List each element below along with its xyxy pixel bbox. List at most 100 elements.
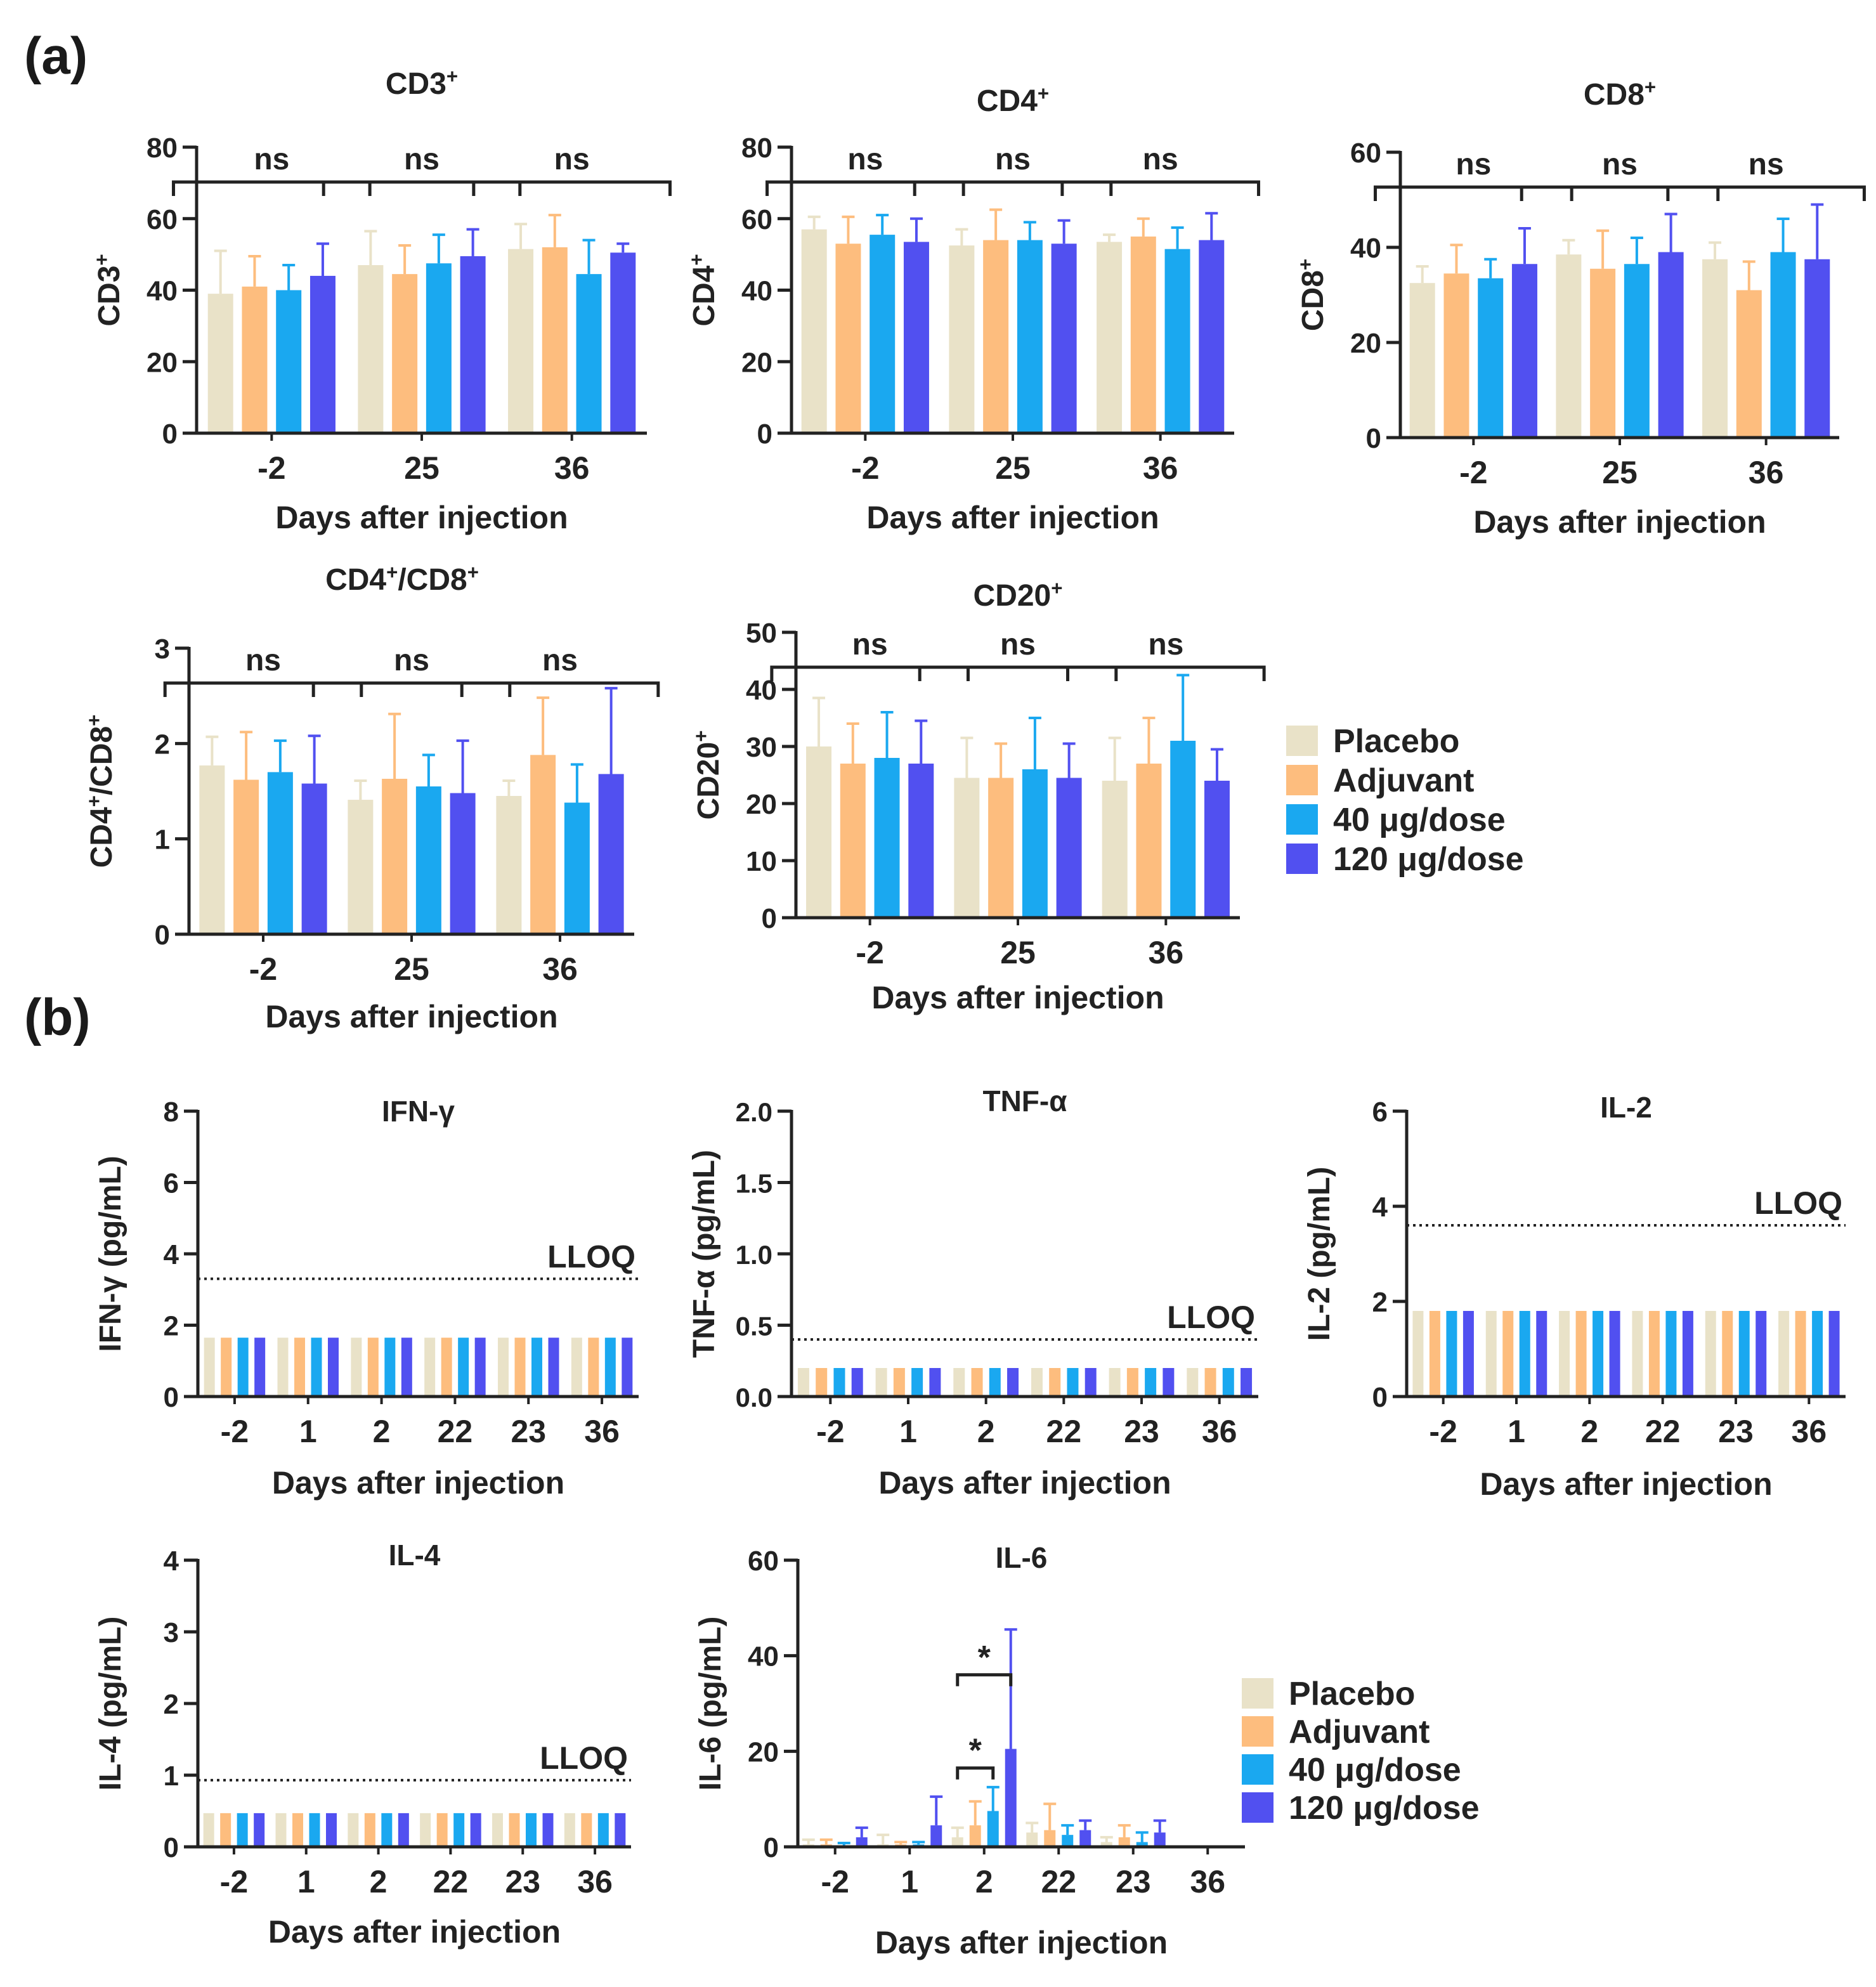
bar — [254, 1813, 265, 1847]
bar — [610, 252, 636, 433]
chart-title: CD20+ — [974, 577, 1063, 613]
y-axis-title: CD4+ — [686, 254, 722, 326]
bar — [893, 1368, 905, 1397]
bar — [392, 274, 418, 433]
bar — [460, 256, 486, 433]
x-tick-label: 22 — [433, 1864, 469, 1899]
bar — [833, 1368, 845, 1397]
bar — [1049, 1368, 1061, 1397]
x-tick-label: 25 — [404, 450, 440, 486]
y-tick-label: 8 — [164, 1097, 179, 1128]
bar — [526, 1813, 537, 1847]
bar — [498, 1338, 509, 1397]
bar — [381, 1813, 393, 1847]
x-tick-label: -2 — [816, 1414, 844, 1449]
bar — [1109, 1368, 1121, 1397]
y-tick-label: 20 — [748, 1736, 779, 1768]
bar — [1682, 1311, 1693, 1397]
x-tick-label: -2 — [221, 1414, 249, 1449]
y-tick-label: 1.0 — [736, 1240, 772, 1270]
bar — [1828, 1311, 1840, 1397]
bar — [1446, 1311, 1457, 1397]
bar — [1648, 1311, 1660, 1397]
significance-label: ns — [1143, 143, 1178, 176]
bar — [401, 1338, 412, 1397]
bar — [301, 783, 327, 934]
bar — [1519, 1311, 1530, 1397]
y-axis-title: CD8+ — [1294, 259, 1331, 331]
bar — [1163, 1368, 1175, 1397]
bar — [1575, 1311, 1587, 1397]
bar — [1409, 283, 1435, 438]
y-tick-label: 0.0 — [736, 1383, 772, 1412]
legend-swatch — [1242, 1678, 1273, 1709]
chart-title: TNF-α — [982, 1085, 1067, 1117]
bar — [1658, 252, 1684, 438]
x-axis-title: Days after injection — [866, 500, 1159, 535]
lloq-label: LLOQ — [1167, 1300, 1255, 1335]
bar — [797, 1368, 809, 1397]
bar — [199, 765, 225, 934]
bar — [1154, 1832, 1166, 1847]
y-tick-label: 10 — [746, 846, 777, 877]
lloq-label: LLOQ — [540, 1740, 628, 1776]
bar — [309, 1813, 320, 1847]
y-tick-label: 80 — [741, 133, 772, 164]
bar — [207, 294, 233, 433]
significance-label: ns — [1602, 148, 1638, 181]
x-tick-label: 1 — [297, 1864, 315, 1899]
bar — [514, 1338, 526, 1397]
bar — [221, 1338, 232, 1397]
bar — [277, 1338, 289, 1397]
legend-swatch — [1242, 1792, 1273, 1823]
legend-swatch — [1286, 765, 1318, 795]
bar — [835, 244, 861, 433]
bar — [1502, 1311, 1514, 1397]
bar — [1005, 1749, 1017, 1847]
y-axis-title: IL-6 (pg/mL) — [694, 1617, 727, 1791]
x-tick-label: -2 — [220, 1864, 248, 1899]
legend-label: 40 μg/dose — [1333, 802, 1506, 838]
significance-bracket — [1066, 665, 1266, 681]
y-tick-label: 20 — [147, 347, 178, 378]
x-axis-title: Days after injection — [275, 500, 568, 535]
bar — [1624, 264, 1650, 438]
bar — [1556, 254, 1582, 438]
y-tick-label: 0.5 — [736, 1312, 772, 1341]
x-tick-label: 2 — [373, 1414, 391, 1449]
bar — [1145, 1368, 1157, 1397]
bar — [571, 1338, 582, 1397]
bar — [542, 1813, 554, 1847]
bar — [426, 263, 452, 433]
bar — [458, 1338, 469, 1397]
y-tick-label: 1 — [164, 1761, 179, 1792]
y-tick-label: 40 — [741, 276, 772, 307]
x-tick-label: 23 — [505, 1864, 540, 1899]
x-tick-label: -2 — [821, 1864, 849, 1899]
bar — [1812, 1311, 1823, 1397]
bar — [1222, 1368, 1234, 1397]
legend-swatch — [1242, 1716, 1273, 1747]
bar — [348, 1813, 359, 1847]
y-tick-label: 2 — [164, 1311, 179, 1342]
bar — [588, 1338, 599, 1397]
bar — [424, 1338, 436, 1397]
significance-bracket — [472, 180, 672, 196]
bar — [1738, 1311, 1750, 1397]
y-tick-label: 2 — [155, 729, 170, 760]
legend-label: 40 μg/dose — [1289, 1752, 1461, 1788]
x-axis-title: Days after injection — [1480, 1466, 1772, 1502]
y-tick-label: 20 — [1350, 328, 1381, 359]
bar — [384, 1338, 396, 1397]
x-axis-title: Days after injection — [268, 1914, 561, 1950]
y-tick-label: 0 — [162, 419, 178, 450]
significance-bracket — [770, 665, 970, 681]
bar — [509, 1813, 520, 1847]
bar — [856, 1837, 868, 1847]
bar — [1022, 769, 1048, 918]
y-tick-label: 0 — [164, 1382, 179, 1413]
x-tick-label: 2 — [370, 1864, 388, 1899]
